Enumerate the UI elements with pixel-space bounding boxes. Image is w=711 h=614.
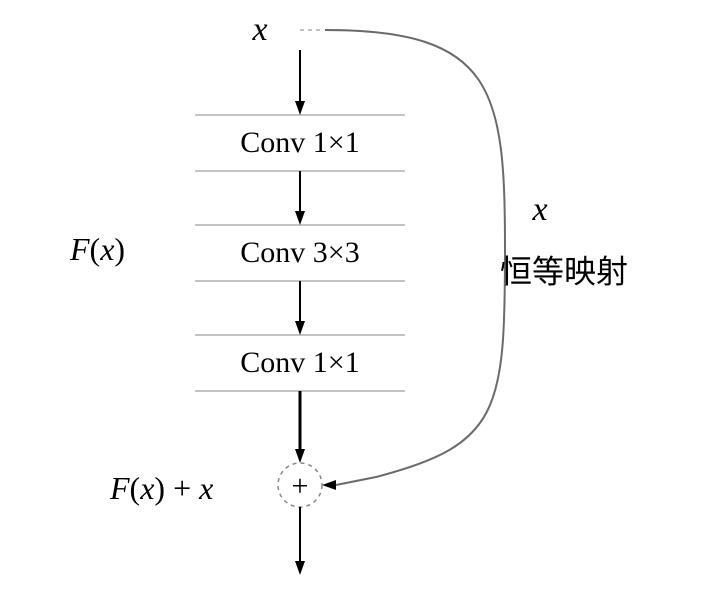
add-node: + (278, 463, 322, 507)
residual-function-label: F(x) (69, 231, 125, 267)
conv-block-2: Conv 3×3 (195, 225, 405, 281)
identity-mapping-label: 恒等映射 (500, 253, 628, 289)
conv-block-3: Conv 1×1 (195, 335, 405, 391)
conv-block-label-1: Conv 1×1 (240, 126, 359, 159)
output-sum-label: F(x) + x (109, 470, 213, 506)
input-label-x: x (251, 11, 267, 48)
plus-icon: + (292, 470, 309, 503)
conv-block-label-3: Conv 1×1 (240, 346, 359, 379)
conv-block-label-2: Conv 3×3 (240, 236, 359, 269)
conv-block-1: Conv 1×1 (195, 115, 405, 171)
identity-x-label: x (531, 191, 547, 228)
